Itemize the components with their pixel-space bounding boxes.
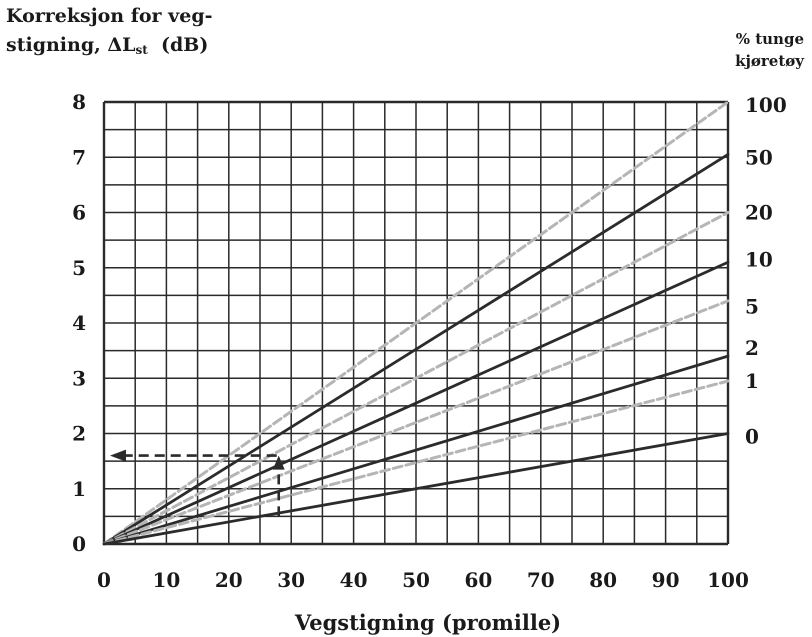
x-tick-label: 30 xyxy=(277,568,305,592)
series-line-5 xyxy=(102,299,730,546)
series-lines xyxy=(102,100,730,546)
series-label-20: 20 xyxy=(745,201,773,225)
y-tick-label: 0 xyxy=(72,532,86,556)
y-tick-label: 4 xyxy=(72,311,86,335)
annotation-arrowhead-up xyxy=(272,455,285,470)
right-axis-label: % tunge kjøretøy xyxy=(684,28,804,72)
series-label-2: 2 xyxy=(745,336,759,360)
y-tick-label: 6 xyxy=(72,201,86,225)
y-tick-label: 2 xyxy=(72,422,86,446)
y-tick-label: 8 xyxy=(72,90,86,114)
series-line-2 xyxy=(102,354,730,546)
annotation-arrows xyxy=(110,449,285,517)
series-label-50: 50 xyxy=(745,145,773,169)
y-axis-label-prefix: stigning, xyxy=(6,34,108,56)
x-tick-label: 60 xyxy=(464,568,492,592)
x-tick-label: 90 xyxy=(652,568,680,592)
series-line-50 xyxy=(102,153,730,546)
y-tick-label: 7 xyxy=(72,145,86,169)
series-label-5: 5 xyxy=(745,294,759,318)
series-line-10 xyxy=(102,260,730,546)
x-tick-labels: 0 10 20 30 40 50 60 70 80 90 100 xyxy=(97,568,749,592)
y-axis-label-symbol: ΔL xyxy=(107,34,136,56)
series-line-0 xyxy=(102,432,730,546)
series-line-20 xyxy=(102,211,730,546)
annotation-arrowhead-left xyxy=(110,449,126,462)
series-label-0: 0 xyxy=(745,424,759,448)
right-axis-label-line-2: kjøretøy xyxy=(735,52,804,70)
y-tick-labels: 0 1 2 3 4 5 6 7 8 xyxy=(72,90,86,556)
x-tick-label: 10 xyxy=(152,568,180,592)
series-label-100: 100 xyxy=(745,93,787,117)
grid xyxy=(102,100,730,546)
y-tick-label: 3 xyxy=(72,366,86,390)
x-tick-label: 100 xyxy=(707,568,749,592)
y-tick-label: 5 xyxy=(72,256,86,280)
right-axis-label-line-1: % tunge xyxy=(735,30,804,48)
x-tick-label: 0 xyxy=(97,568,111,592)
y-axis-label-subscript: st xyxy=(135,43,148,57)
x-tick-label: 20 xyxy=(215,568,243,592)
y-axis-label: Korreksjon for veg- stigning, ΔLst (dB) xyxy=(6,2,266,65)
y-axis-label-line-2: stigning, ΔLst (dB) xyxy=(6,31,266,65)
series-label-10: 10 xyxy=(745,247,773,271)
x-tick-label: 70 xyxy=(527,568,555,592)
y-axis-label-unit: (dB) xyxy=(161,34,209,56)
x-tick-label: 50 xyxy=(402,568,430,592)
series-line-1 xyxy=(102,379,730,546)
x-tick-label: 40 xyxy=(340,568,368,592)
series-line-100 xyxy=(102,100,730,546)
x-tick-label: 80 xyxy=(589,568,617,592)
x-axis-label: Vegstigning (promille) xyxy=(294,610,561,635)
y-tick-label: 1 xyxy=(72,477,86,501)
series-label-1: 1 xyxy=(745,369,759,393)
y-axis-label-line-1: Korreksjon for veg- xyxy=(6,5,213,27)
